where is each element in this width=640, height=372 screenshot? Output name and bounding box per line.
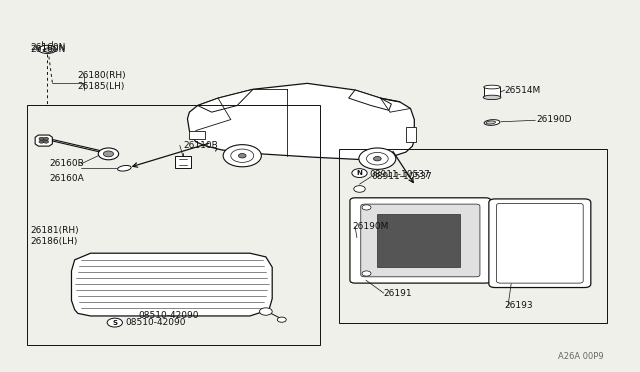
Circle shape (239, 154, 246, 158)
Circle shape (44, 140, 49, 143)
Circle shape (231, 149, 253, 162)
Polygon shape (175, 157, 191, 167)
Text: 26186(LH): 26186(LH) (30, 237, 77, 246)
Circle shape (99, 148, 118, 160)
FancyBboxPatch shape (497, 203, 583, 283)
Polygon shape (406, 127, 415, 142)
Polygon shape (189, 131, 205, 139)
Circle shape (367, 153, 388, 165)
FancyBboxPatch shape (350, 198, 491, 283)
Text: 26190D: 26190D (537, 115, 572, 124)
Circle shape (352, 169, 367, 177)
Circle shape (362, 205, 371, 210)
Ellipse shape (38, 45, 56, 54)
Ellipse shape (484, 85, 500, 89)
Text: 26160B: 26160B (49, 159, 84, 169)
Text: 08510-42090: 08510-42090 (138, 311, 199, 320)
Text: 26160N: 26160N (30, 43, 65, 52)
Text: N: N (356, 170, 362, 176)
Circle shape (362, 271, 371, 276)
Circle shape (223, 145, 261, 167)
Text: 26514M: 26514M (505, 86, 541, 94)
Polygon shape (198, 89, 253, 112)
Text: 26185(LH): 26185(LH) (78, 82, 125, 91)
Circle shape (374, 157, 381, 161)
Text: S: S (112, 320, 117, 326)
Circle shape (359, 148, 396, 169)
FancyBboxPatch shape (361, 204, 480, 277)
Text: 26110B: 26110B (183, 141, 218, 150)
Text: 26160A: 26160A (49, 174, 84, 183)
Polygon shape (35, 135, 52, 146)
Circle shape (259, 308, 272, 315)
Text: 08510-42090: 08510-42090 (125, 318, 186, 327)
Circle shape (354, 186, 365, 192)
Text: 08911-10537: 08911-10537 (371, 172, 432, 181)
Text: 26160N: 26160N (30, 45, 65, 54)
Text: 26181(RH): 26181(RH) (30, 226, 79, 235)
Ellipse shape (484, 120, 500, 125)
Text: 26191: 26191 (384, 289, 412, 298)
Polygon shape (72, 253, 272, 316)
FancyBboxPatch shape (489, 199, 591, 288)
Polygon shape (349, 90, 392, 110)
Polygon shape (188, 83, 414, 160)
Circle shape (39, 140, 44, 143)
Text: 08911-10537: 08911-10537 (370, 170, 431, 179)
Polygon shape (378, 214, 460, 267)
Ellipse shape (44, 48, 54, 52)
Circle shape (277, 317, 286, 322)
Polygon shape (484, 87, 500, 97)
Text: A26A 00P9: A26A 00P9 (558, 352, 604, 361)
Text: 26190M: 26190M (352, 222, 388, 231)
Circle shape (107, 318, 122, 327)
Ellipse shape (483, 95, 501, 100)
Circle shape (103, 151, 113, 157)
Ellipse shape (486, 121, 495, 124)
Ellipse shape (118, 166, 131, 171)
Circle shape (39, 137, 44, 140)
Text: 26193: 26193 (505, 301, 533, 311)
Text: 26180(RH): 26180(RH) (78, 71, 127, 80)
Circle shape (44, 137, 49, 140)
